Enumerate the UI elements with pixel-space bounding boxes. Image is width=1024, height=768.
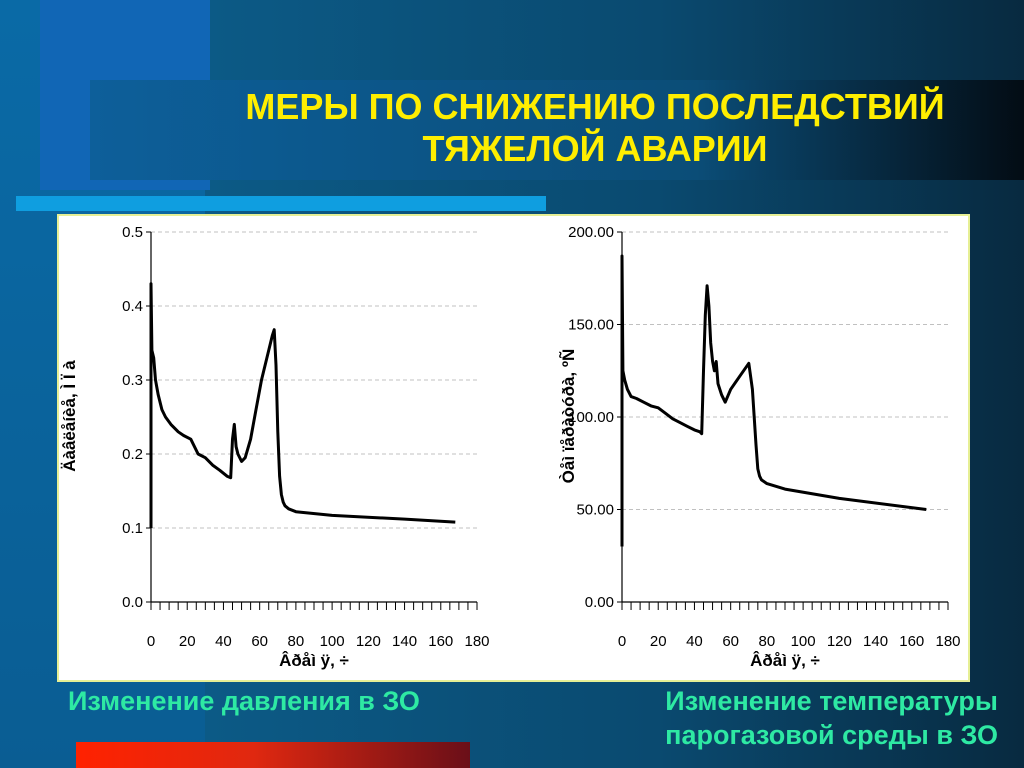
charts-panel: 0.0 0.1 0.2 0.3 0.4 0.5 0 20 40 60 80 100 120 140 160 1…	[57, 214, 970, 682]
caption-temperature-line-2: парогазовой среды в ЗО	[665, 720, 998, 750]
y-tick-label: 0.00	[585, 594, 614, 611]
y-tick-label: 0.0	[122, 594, 143, 611]
x-tick-label: 180	[935, 633, 960, 650]
slide-title: МЕРЫ ПО СНИЖЕНИЮ ПОСЛЕДСТВИЙ ТЯЖЕЛОЙ АВА…	[90, 86, 1024, 170]
x-tick-label: 140	[863, 633, 888, 650]
y-axis-label: Òåì ïåðàòóðà, ºÑ	[558, 349, 578, 484]
x-tick-label: 120	[827, 633, 852, 650]
title-line-2: ТЯЖЕЛОЙ АВАРИИ	[422, 128, 768, 169]
x-tick-label: 180	[464, 633, 489, 650]
x-tick-label: 20	[650, 633, 667, 650]
y-tick-label: 0.3	[122, 372, 143, 389]
y-tick-label: 100.00	[568, 409, 614, 426]
x-tick-label: 140	[392, 633, 417, 650]
x-tick-label: 0	[618, 633, 626, 650]
y-tick-label: 0.1	[122, 520, 143, 537]
title-line-1: МЕРЫ ПО СНИЖЕНИЮ ПОСЛЕДСТВИЙ	[245, 86, 945, 127]
y-tick-label: 50.00	[576, 502, 614, 519]
pressure-chart: 0.0 0.1 0.2 0.3 0.4 0.5 0 20 40 60 80 100 120 140 160 1…	[60, 224, 490, 670]
x-tick-label: 160	[428, 633, 453, 650]
accent-bar	[16, 196, 546, 211]
x-tick-label: 0	[147, 633, 155, 650]
x-tick-label: 80	[759, 633, 776, 650]
x-tick-label: 100	[320, 633, 345, 650]
x-tick-label: 80	[288, 633, 305, 650]
y-tick-label: 0.5	[122, 224, 143, 241]
bottom-accent-bar	[76, 742, 470, 768]
title-band	[90, 80, 1024, 180]
x-tick-label: 60	[722, 633, 739, 650]
caption-pressure: Изменение давления в ЗО	[68, 686, 420, 716]
x-tick-label: 20	[179, 633, 196, 650]
x-tick-label: 160	[899, 633, 924, 650]
x-tick-label: 60	[251, 633, 268, 650]
caption-temperature: Изменение температуры парогазовой среды …	[665, 684, 998, 752]
x-axis-label: Âðåì ÿ, ÷	[750, 651, 820, 670]
y-tick-label: 200.00	[568, 224, 614, 241]
series-line	[149, 282, 456, 528]
x-tick-label: 120	[356, 633, 381, 650]
x-tick-label: 100	[791, 633, 816, 650]
y-tick-label: 0.2	[122, 446, 143, 463]
temperature-chart: 0.00 50.00 100.00 150.00 200.00 0 20 40 60 80 100 1…	[558, 224, 961, 670]
caption-temperature-line-1: Изменение температуры	[665, 686, 998, 716]
x-tick-label: 40	[215, 633, 232, 650]
y-tick-label: 150.00	[568, 317, 614, 334]
x-axis-label: Âðåì ÿ, ÷	[279, 651, 349, 670]
x-tick-label: 40	[686, 633, 703, 650]
y-axis-label: Äàâëåíèå, Ì Ï à	[60, 360, 79, 472]
y-tick-label: 0.4	[122, 298, 143, 315]
series-line	[620, 254, 927, 547]
